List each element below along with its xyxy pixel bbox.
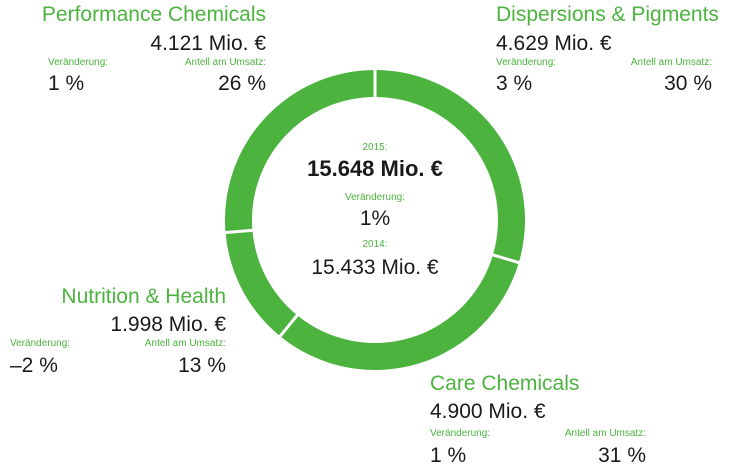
nutrition-health-value: 1.998 Mio. € xyxy=(110,313,226,336)
performance-share-label: Antell am Umsatz: xyxy=(184,57,266,68)
center-total-previous: 15.433 Mio. € xyxy=(311,256,439,279)
dispersions-change-value: 3 % xyxy=(496,72,533,95)
slice-separator xyxy=(491,253,521,265)
slice-separator xyxy=(278,313,300,338)
slice-nutrition-health xyxy=(225,230,298,337)
performance-chemicals-name: Performance Chemicals xyxy=(41,3,266,26)
care-change-label: Veränderung: xyxy=(430,428,491,439)
performance-change-value: 1 % xyxy=(48,72,85,95)
center-total-current: 15.648 Mio. € xyxy=(307,156,443,181)
slice-care-chemicals xyxy=(280,254,519,370)
center-year-current: 2015: xyxy=(362,142,388,153)
nutrition-change-label: Veränderung: xyxy=(10,338,71,349)
nutrition-health-name: Nutrition & Health xyxy=(61,285,226,308)
care-share-label: Antell am Umsatz: xyxy=(564,428,646,439)
care-change-value: 1 % xyxy=(430,444,467,467)
performance-change-label: Veränderung: xyxy=(48,57,109,68)
center-year-previous: 2014: xyxy=(362,239,388,250)
care-chemicals-name: Care Chemicals xyxy=(430,372,580,395)
dispersions-share-value: 30 % xyxy=(664,72,712,95)
nutrition-change-value: –2 % xyxy=(10,354,58,377)
dispersions-share-label: Antell am Umsatz: xyxy=(630,57,712,68)
slice-performance-chemicals xyxy=(224,70,375,233)
performance-chemicals-value: 4.121 Mio. € xyxy=(150,32,266,55)
care-share-value: 31 % xyxy=(598,444,646,467)
slice-dispersions-pigments xyxy=(375,70,525,263)
center-change-value: 1% xyxy=(359,207,391,230)
dispersions-pigments-name: Dispersions & Pigments xyxy=(496,3,719,26)
nutrition-share-value: 13 % xyxy=(178,354,226,377)
performance-share-value: 26 % xyxy=(218,72,266,95)
care-chemicals-value: 4.900 Mio. € xyxy=(430,400,546,423)
slice-separator xyxy=(224,228,254,235)
nutrition-share-label: Antell am Umsatz: xyxy=(144,338,226,349)
dispersions-pigments-value: 4.629 Mio. € xyxy=(496,32,612,55)
center-change-label: Veränderung: xyxy=(344,192,406,203)
dispersions-change-label: Veränderung: xyxy=(496,57,557,68)
